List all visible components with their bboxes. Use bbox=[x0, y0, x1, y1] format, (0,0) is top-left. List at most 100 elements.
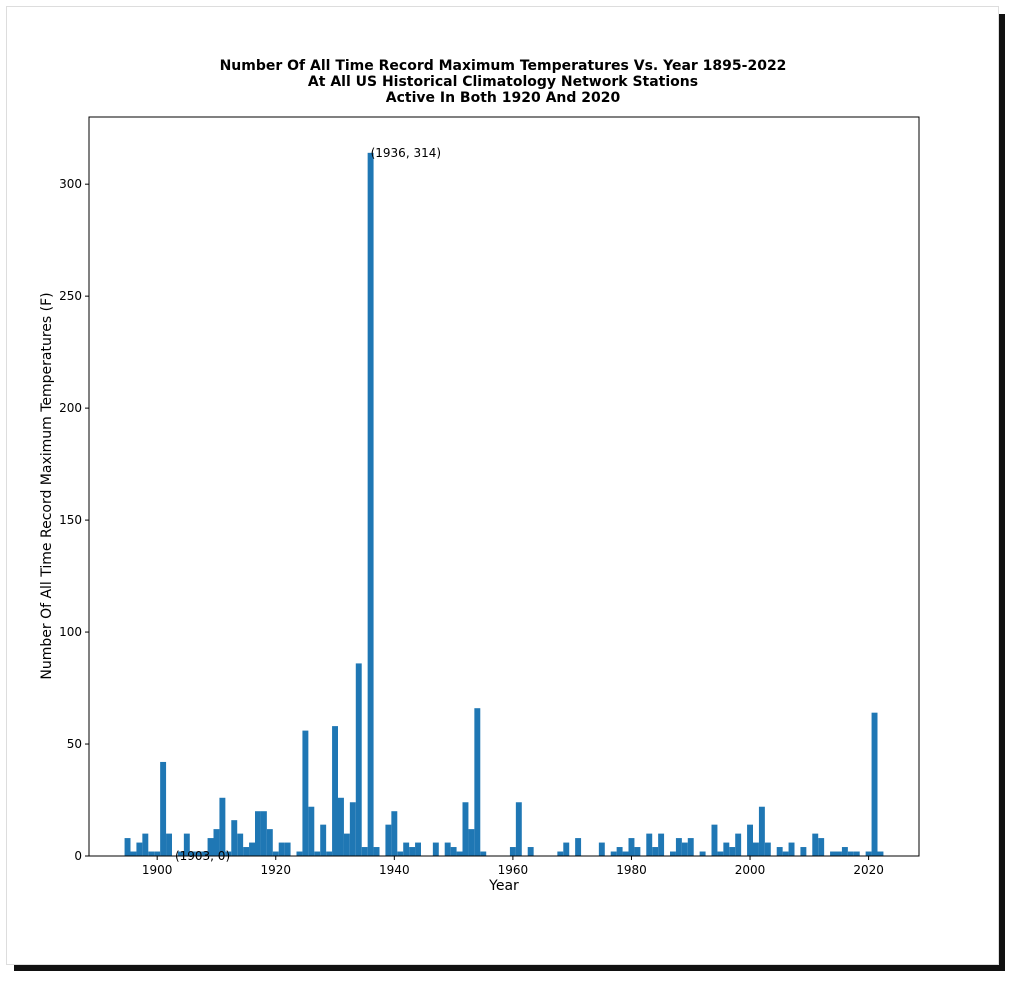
y-axis-ticks: 0 50 100 150 200 250 300 bbox=[59, 177, 89, 863]
bar-1941 bbox=[397, 851, 404, 856]
bar-1992 bbox=[699, 851, 706, 856]
x-tick-label-1900: 1900 bbox=[142, 863, 173, 877]
bar-1910 bbox=[213, 829, 220, 856]
bar-1900 bbox=[154, 851, 161, 856]
x-axis-ticks: 1900 1920 1940 1960 1980 2000 2020 bbox=[142, 856, 884, 877]
bar-1947 bbox=[432, 842, 439, 856]
bar-2005 bbox=[776, 847, 783, 856]
bar-1989 bbox=[681, 842, 688, 856]
bar-2020 bbox=[865, 851, 872, 856]
chart-title-line-2: At All US Historical Climatology Network… bbox=[308, 74, 698, 90]
bar-1950 bbox=[450, 847, 457, 856]
chart-title: Number Of All Time Record Maximum Temper… bbox=[220, 58, 787, 106]
bar-1915 bbox=[243, 847, 250, 856]
bar-1928 bbox=[320, 824, 327, 856]
bar-1971 bbox=[575, 838, 582, 856]
bar-1995 bbox=[717, 851, 724, 856]
bar-1975 bbox=[598, 842, 605, 856]
bar-1980 bbox=[628, 838, 635, 856]
bar-1906 bbox=[189, 851, 196, 856]
y-tick-label-0: 0 bbox=[74, 849, 82, 863]
y-tick-label-50: 50 bbox=[67, 737, 82, 751]
bar-1953 bbox=[468, 829, 475, 856]
bar-1990 bbox=[687, 838, 694, 856]
bar-1937 bbox=[373, 847, 380, 856]
annotations-group: (1936, 314) (1903, 0) bbox=[175, 146, 441, 863]
bar-1932 bbox=[343, 833, 350, 856]
bar-1983 bbox=[646, 833, 653, 856]
bar-1943 bbox=[409, 847, 416, 856]
bar-1924 bbox=[296, 851, 303, 856]
bar-2009 bbox=[800, 847, 807, 856]
bar-1951 bbox=[456, 851, 463, 856]
bar-1895 bbox=[124, 838, 131, 856]
bar-1930 bbox=[332, 726, 338, 856]
bar-1926 bbox=[308, 806, 315, 856]
bar-1921 bbox=[278, 842, 285, 856]
bar-1942 bbox=[403, 842, 410, 856]
bar-1909 bbox=[207, 838, 214, 856]
bar-1944 bbox=[415, 842, 421, 856]
bar-2012 bbox=[818, 838, 825, 856]
bar-2003 bbox=[764, 842, 771, 856]
bar-1954 bbox=[474, 708, 481, 856]
bar-1968 bbox=[557, 851, 564, 856]
bar-1978 bbox=[616, 847, 623, 856]
annotation-0: (1936, 314) bbox=[371, 146, 441, 160]
bar-1925 bbox=[302, 730, 309, 856]
bar-1998 bbox=[735, 833, 742, 856]
bar-1977 bbox=[610, 851, 617, 856]
y-tick-label-200: 200 bbox=[59, 401, 82, 415]
bar-1961 bbox=[515, 802, 522, 856]
bar-1955 bbox=[480, 851, 487, 856]
x-tick-label-2020: 2020 bbox=[853, 863, 884, 877]
bar-1905 bbox=[183, 833, 190, 856]
bar-1918 bbox=[260, 811, 267, 856]
y-axis-label: Number Of All Time Record Maximum Temper… bbox=[39, 292, 55, 679]
bar-1917 bbox=[255, 811, 261, 856]
bar-1994 bbox=[711, 824, 718, 856]
bar-1899 bbox=[148, 851, 155, 856]
bar-2002 bbox=[758, 806, 765, 856]
bar-2022 bbox=[877, 851, 884, 856]
bar-1952 bbox=[462, 802, 469, 856]
bar-1940 bbox=[391, 811, 398, 856]
bar-2017 bbox=[847, 851, 854, 856]
annotation-1: (1903, 0) bbox=[175, 849, 230, 863]
bar-1912 bbox=[225, 851, 232, 856]
y-tick-label-250: 250 bbox=[59, 289, 82, 303]
bar-2021 bbox=[871, 712, 878, 856]
bar-1997 bbox=[729, 847, 736, 856]
bar-1902 bbox=[166, 833, 172, 856]
bar-2007 bbox=[788, 842, 795, 856]
bar-1935 bbox=[361, 847, 368, 856]
figure-frame bbox=[6, 6, 999, 965]
bar-1969 bbox=[563, 842, 570, 856]
y-tick-label-300: 300 bbox=[59, 177, 82, 191]
bar-1984 bbox=[652, 847, 659, 856]
bar-1939 bbox=[385, 824, 392, 856]
y-tick-label-100: 100 bbox=[59, 625, 82, 639]
chart-title-line-1: Number Of All Time Record Maximum Temper… bbox=[220, 58, 787, 74]
x-tick-label-1980: 1980 bbox=[616, 863, 647, 877]
bars-group bbox=[124, 152, 884, 856]
bar-1907 bbox=[195, 851, 202, 856]
bar-1904 bbox=[177, 851, 184, 856]
x-tick-label-1960: 1960 bbox=[498, 863, 529, 877]
bar-2006 bbox=[782, 851, 789, 856]
y-tick-label-150: 150 bbox=[59, 513, 82, 527]
bar-1963 bbox=[527, 847, 534, 856]
x-axis-label: Year bbox=[488, 878, 519, 894]
bar-2016 bbox=[841, 847, 848, 856]
bar-2015 bbox=[836, 851, 842, 856]
bar-1897 bbox=[136, 842, 143, 856]
bar-1933 bbox=[349, 802, 356, 856]
bar-1988 bbox=[675, 838, 682, 856]
bar-1981 bbox=[634, 847, 641, 856]
plot-frame bbox=[88, 116, 920, 857]
bar-1898 bbox=[142, 833, 149, 856]
bar-1979 bbox=[622, 851, 629, 856]
bar-1934 bbox=[355, 663, 362, 856]
bar-1901 bbox=[160, 761, 167, 856]
